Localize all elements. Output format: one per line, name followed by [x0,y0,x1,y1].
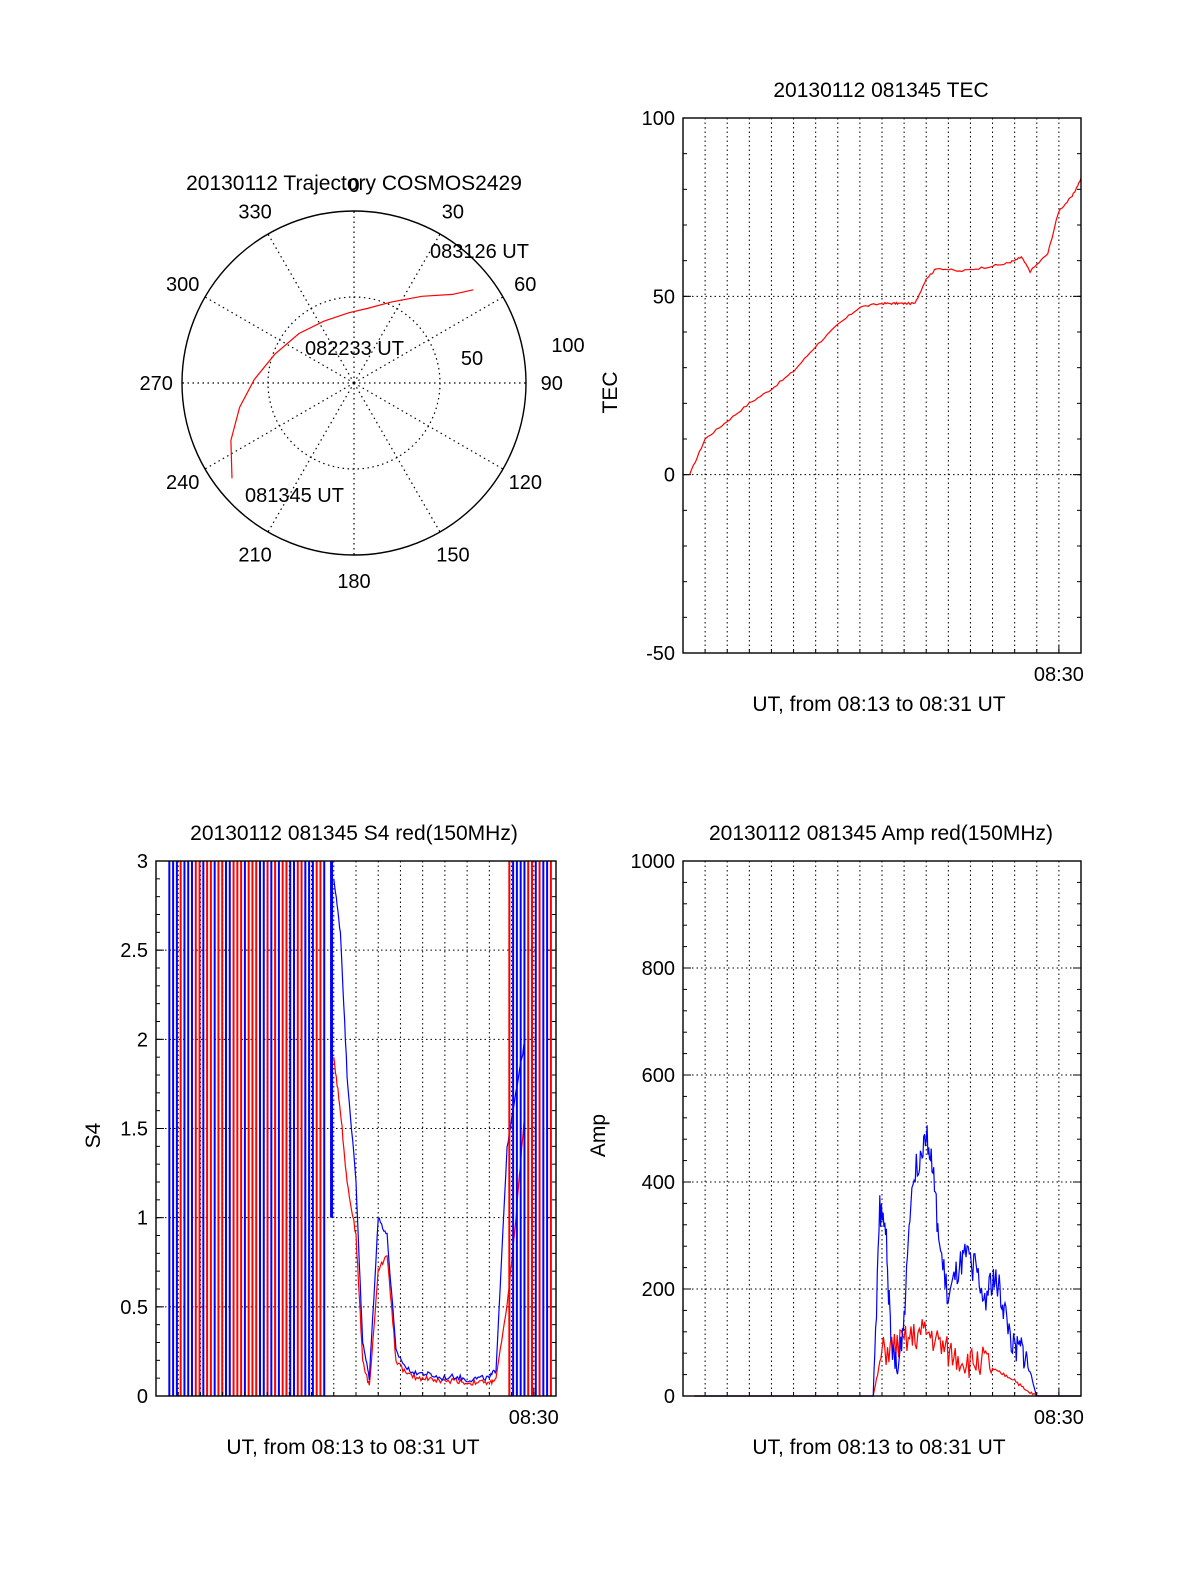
trajectory-time-label: 083126 UT [430,241,529,263]
series-line [694,1125,1081,1397]
tec-chart: 20130112 081345 TEC -50 0 50 100 08:30 UT, fr… [599,79,1084,716]
polar-grid [181,210,527,556]
polar-spoke [267,382,355,533]
chart-title: 20130112 081345 Amp red(150MHz) [709,822,1053,845]
y-tick-label: 50 [653,286,675,308]
x-axis-label: UT, from 08:13 to 08:31 UT [752,1436,1005,1459]
y-axis-label: TEC [599,372,622,414]
y-axis-label: Amp [587,1114,610,1157]
radial-label: 50 [461,348,483,370]
polar-trajectory-chart: 20130112 Trajectory COSMOS2429 0 30 60 90 12… [140,172,585,593]
azimuth-label: 240 [166,472,199,494]
trajectory-time-label: 082233 UT [305,338,404,360]
polar-spoke [353,382,441,533]
azimuth-label: 330 [238,202,271,224]
polar-spoke [353,233,441,384]
series-line [689,177,1082,475]
azimuth-label: 0 [348,175,359,197]
azimuth-label: 180 [337,571,370,593]
azimuth-label: 300 [166,274,199,296]
y-tick-label: 0 [664,1386,675,1408]
polar-spoke [267,233,355,384]
chart-title: 20130112 081345 S4 red(150MHz) [190,822,518,845]
polar-spoke [353,296,504,384]
polar-labels: 0 30 60 90 120 150 180 210 240 270 300 330 50 100 [140,175,585,593]
y-tick-label: 3 [137,851,148,873]
polar-annotations: 083126 UT 082233 UT 081345 UT [245,241,529,507]
trajectory-line [230,289,474,479]
azimuth-label: 120 [509,472,542,494]
polar-spoke [204,382,355,470]
trajectory-time-label: 081345 UT [245,485,344,507]
y-tick-label: 100 [642,108,675,130]
azimuth-label: 60 [514,274,536,296]
azimuth-label: 30 [442,202,464,224]
y-tick-label: 0.5 [120,1297,148,1319]
series-line [333,878,526,1383]
chart-title: 20130112 081345 TEC [773,79,988,102]
chart-title: 20130112 Trajectory COSMOS2429 [186,172,522,195]
x-axis-label: UT, from 08:13 to 08:31 UT [226,1436,479,1459]
radial-label: 100 [551,335,584,357]
y-tick-label: 1000 [631,851,676,873]
azimuth-label: 270 [140,373,173,395]
series-line [333,1057,526,1387]
azimuth-label: 210 [238,544,271,566]
polar-ring-50 [267,296,441,470]
amp-chart: 20130112 081345 Amp red(150MHz) 0 200 400 6… [587,822,1084,1459]
y-tick-label: -50 [646,643,675,665]
y-tick-label: 800 [642,958,675,980]
x-tick-label: 08:30 [1034,1407,1084,1429]
x-axis-label: UT, from 08:13 to 08:31 UT [752,693,1005,716]
s4-chart: 20130112 081345 S4 red(150MHz) 0 0.5 1 1.5 2… [82,822,559,1459]
y-tick-label: 0 [664,465,675,487]
polar-outer-ring [181,210,527,556]
series-line [694,1319,1081,1397]
y-tick-label: 200 [642,1279,675,1301]
y-axis-label: S4 [82,1122,105,1148]
polar-spoke [204,296,355,384]
polar-series [230,289,474,479]
x-tick-label: 08:30 [509,1407,559,1429]
azimuth-label: 150 [436,544,469,566]
y-tick-label: 1 [137,1208,148,1230]
y-tick-label: 1.5 [120,1119,148,1141]
y-tick-label: 2.5 [120,940,148,962]
y-tick-label: 400 [642,1172,675,1194]
y-tick-label: 600 [642,1065,675,1087]
y-tick-label: 2 [137,1029,148,1051]
azimuth-label: 90 [541,373,563,395]
x-tick-label: 08:30 [1034,664,1084,686]
y-tick-label: 0 [137,1386,148,1408]
